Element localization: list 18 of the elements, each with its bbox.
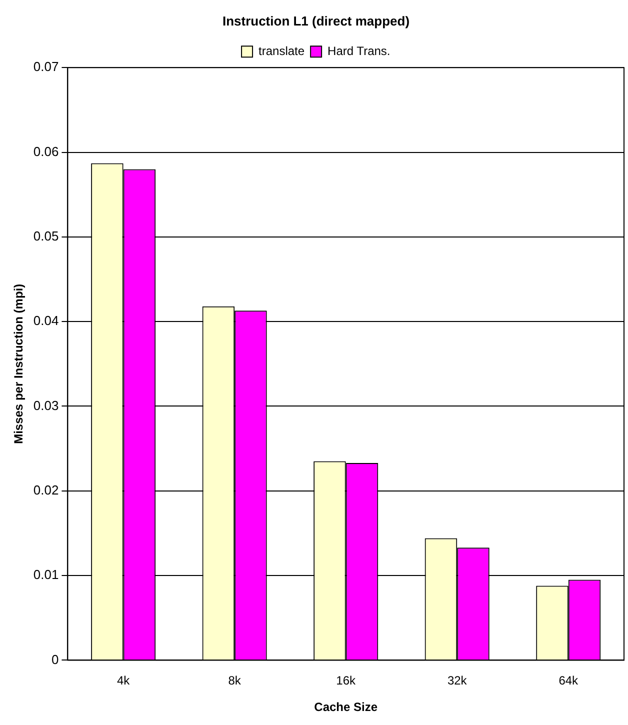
y-tick-label: 0.02: [33, 482, 59, 498]
y-tick-label: 0.04: [33, 313, 59, 328]
x-tick-label: 8k: [228, 674, 242, 688]
legend-label: translate: [258, 44, 305, 58]
y-tick-label: 0: [51, 652, 59, 667]
y-tick-label: 0.05: [33, 228, 59, 244]
y-tick-label: 0.03: [33, 398, 59, 413]
y-axis-title: Misses per Instruction (mpi): [12, 284, 26, 444]
y-tick-label: 0.01: [33, 567, 59, 582]
x-tick-label: 32k: [447, 674, 468, 688]
legend-label: Hard Trans.: [328, 44, 390, 58]
chart-title: Instruction L1 (direct mapped): [222, 13, 410, 28]
y-tick-label: 0.06: [33, 144, 59, 159]
x-tick-label: 64k: [558, 674, 580, 688]
x-tick-label: 4k: [116, 674, 131, 688]
y-tick-label: 0.07: [33, 59, 59, 74]
x-axis-title: Cache Size: [314, 700, 378, 714]
x-tick-label: 16k: [336, 674, 357, 688]
